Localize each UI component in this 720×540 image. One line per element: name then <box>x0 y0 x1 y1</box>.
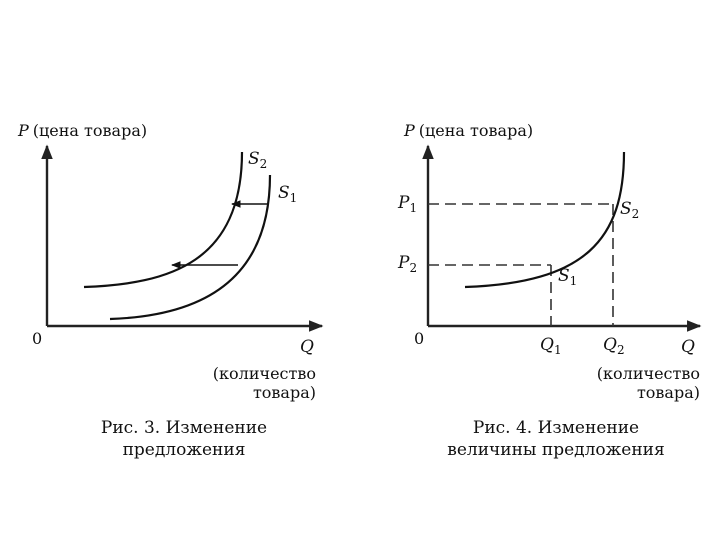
fig4-label-s1: S1 <box>558 266 577 288</box>
fig4-supply-curve <box>464 151 626 289</box>
fig4-label-p1: P1 <box>397 193 417 215</box>
fig4-x-axis-text-1: (количество <box>597 364 700 383</box>
fig3-caption: Рис. 3. Изменение предложения <box>34 417 334 461</box>
fig4-x-axis-text-2: товара) <box>637 383 700 402</box>
fig3-x-axis-text-1: (количество <box>213 364 316 383</box>
fig3-origin: 0 <box>32 329 42 348</box>
fig3-curve-s1 <box>109 174 272 321</box>
fig3-caption-line-1: Рис. 3. Изменение <box>100 418 268 438</box>
fig4-y-axis-label: P (цена товара) <box>403 121 533 140</box>
fig4-label-s2: S2 <box>620 199 639 221</box>
fig4-origin: 0 <box>414 329 424 348</box>
fig4-x-axis-letter: Q <box>681 337 695 357</box>
fig3-caption-line-2: предложения <box>122 440 246 460</box>
fig4-caption-line-2: величины предложения <box>447 440 665 460</box>
fig4-label-p2: P2 <box>397 253 417 275</box>
fig4-label-q1: Q1 <box>540 335 562 357</box>
fig4-label-q2: Q2 <box>603 335 625 357</box>
fig3-curve-s2 <box>83 151 244 289</box>
fig3-x-axis-letter: Q <box>300 337 314 357</box>
fig4-caption-line-1: Рис. 4. Изменение <box>472 418 640 438</box>
fig3-y-axis-label: P (цена товара) <box>17 121 147 140</box>
fig4-caption: Рис. 4. Изменение величины предложения <box>406 417 706 461</box>
figure-4-quantity-supplied-change: P (цена товара) 0 Q (количество товара) P… <box>397 121 702 402</box>
fig3-label-s2: S2 <box>248 149 267 171</box>
fig3-label-s1: S1 <box>278 183 297 205</box>
figure-3-supply-shift: P (цена товара) 0 Q (количество товара) S… <box>17 121 324 402</box>
fig3-x-axis-text-2: товара) <box>253 383 316 402</box>
